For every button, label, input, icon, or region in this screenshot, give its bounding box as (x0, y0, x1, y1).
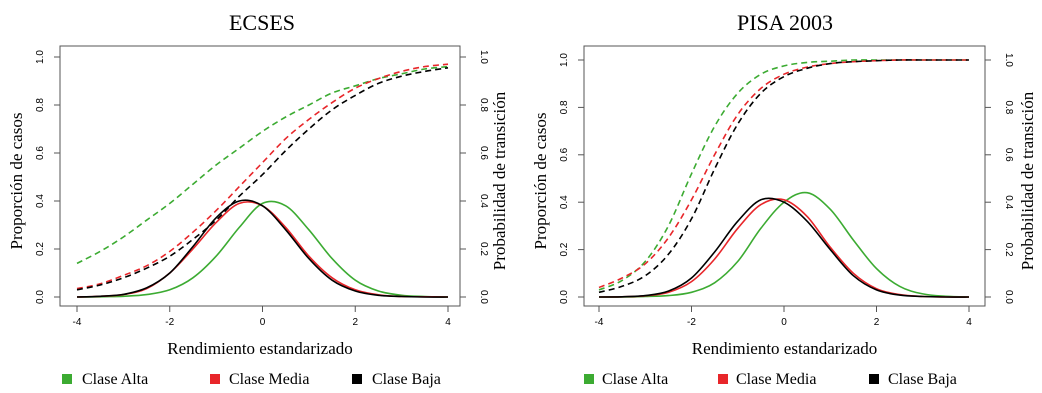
y-tick-label-right: 0.4 (478, 194, 489, 208)
y-axis-right: 0.0 0.2 0.4 0.6 0.8 1.0 (460, 50, 489, 304)
y-axis-right: 0.0 0.2 0.4 0.6 0.8 1.0 (985, 53, 1014, 304)
series-line-clase-media-dashed (598, 59, 969, 289)
chart-panel-2: PISA 2003 -4 -2 0 2 4 0.0 0.2 0.4 0.6 0.8 1.0 0.0 0.2… (531, 10, 1037, 388)
plot-frame (59, 45, 461, 307)
x-tick-label: 0 (781, 317, 787, 328)
y-tick-label: 0.8 (35, 98, 46, 112)
series-line-clase-baja-dashed (76, 67, 449, 291)
chart-title: ECSES (229, 10, 295, 35)
legend-item: Clase Alta (62, 371, 148, 388)
y-tick-label-right: 0.6 (1003, 148, 1014, 162)
legend: Clase Alta Clase Media Clase Baja (584, 371, 957, 388)
x-tick-label: 4 (966, 317, 972, 328)
y-tick-label-right: 0.4 (1003, 195, 1014, 209)
y-tick-label: 1.0 (35, 50, 46, 64)
x-axis: -4 -2 0 2 4 (595, 306, 972, 328)
x-tick-label: -4 (73, 317, 82, 328)
y-tick-label: 0.6 (35, 146, 46, 160)
legend: Clase Alta Clase Media Clase Baja (62, 371, 441, 388)
legend-label: Clase Alta (82, 371, 148, 388)
legend-label: Clase Baja (888, 371, 957, 388)
series-line-clase-baja-solid (598, 197, 970, 298)
x-tick-label: 4 (445, 317, 451, 328)
series-line-clase-alta-solid (76, 200, 449, 298)
y-tick-label-right: 0.2 (478, 242, 489, 256)
x-tick-label: -4 (595, 317, 604, 328)
y-axis-label: Proporción de casos (531, 113, 550, 250)
series-group (76, 63, 449, 298)
legend-swatch (210, 374, 220, 384)
y-tick-label-right: 0.6 (478, 146, 489, 160)
chart-title: PISA 2003 (737, 10, 833, 35)
y-tick-label-right: 0.0 (1003, 290, 1014, 304)
y-tick-label-right: 0.2 (1003, 243, 1014, 257)
x-tick-label: 2 (352, 317, 358, 328)
y-axis-label-right: Probabilidad de transición (1018, 91, 1037, 270)
series-line-clase-baja-dashed (598, 59, 969, 294)
series-line-clase-alta-dashed (76, 65, 449, 265)
series-line-clase-media-solid (76, 201, 449, 298)
y-tick-label: 0.2 (559, 242, 570, 256)
chart-panel-1: ECSES-4 -2 0 2 40.00.20.40.60.81.00.00.20.40… (7, 10, 509, 388)
legend-label: Clase Alta (602, 371, 668, 388)
legend-label: Clase Media (736, 371, 816, 388)
legend-item: Clase Baja (869, 371, 957, 388)
y-tick-label-right: 0.8 (478, 98, 489, 112)
y-tick-label: 1.0 (559, 53, 570, 67)
y-tick-label: 0.6 (559, 147, 570, 161)
y-tick-label: 0.4 (559, 195, 570, 209)
y-axis-left: 0.0 0.2 0.4 0.6 0.8 1.0 (559, 53, 584, 304)
series-line-clase-baja-solid (76, 199, 449, 298)
y-axis-label: Proporción de casos (7, 113, 26, 250)
legend-item: Clase Media (718, 371, 816, 388)
y-axis-label-right: Probabilidad de transición (490, 91, 509, 270)
legend-swatch (584, 374, 594, 384)
y-tick-label-right: 0.8 (1003, 100, 1014, 114)
y-tick-label: 0.4 (35, 194, 46, 208)
series-line-clase-media-dashed (76, 63, 449, 290)
x-axis-label: Rendimiento estandarizado (167, 339, 353, 358)
y-tick-label-right: 1.0 (478, 50, 489, 64)
legend-item: Clase Media (210, 371, 309, 388)
plot-frame (583, 45, 986, 307)
y-tick-label: 0.2 (35, 242, 46, 256)
x-tick-label: 2 (874, 317, 880, 328)
legend-swatch (869, 374, 879, 384)
series-line-clase-alta-solid (598, 191, 970, 298)
x-tick-label: -2 (687, 317, 696, 328)
y-tick-label-right: 1.0 (1003, 53, 1014, 67)
x-tick-label: -2 (165, 317, 174, 328)
series-group (598, 59, 970, 298)
y-axis-left: 0.0 0.2 0.4 0.6 0.8 1.0 (35, 50, 60, 304)
y-tick-label: 0.0 (35, 290, 46, 304)
x-axis-label: Rendimiento estandarizado (692, 339, 878, 358)
y-tick-label: 0.0 (559, 290, 570, 304)
legend-item: Clase Alta (584, 371, 668, 388)
x-tick-label: 0 (260, 317, 266, 328)
legend-label: Clase Baja (372, 371, 441, 388)
y-tick-label-right: 0.0 (478, 290, 489, 304)
y-tick-label: 0.8 (559, 100, 570, 114)
legend-swatch (62, 374, 72, 384)
x-axis: -4 -2 0 2 4 (73, 306, 451, 328)
legend-item: Clase Baja (352, 371, 441, 388)
legend-swatch (718, 374, 728, 384)
legend-label: Clase Media (229, 371, 309, 388)
legend-swatch (352, 374, 362, 384)
